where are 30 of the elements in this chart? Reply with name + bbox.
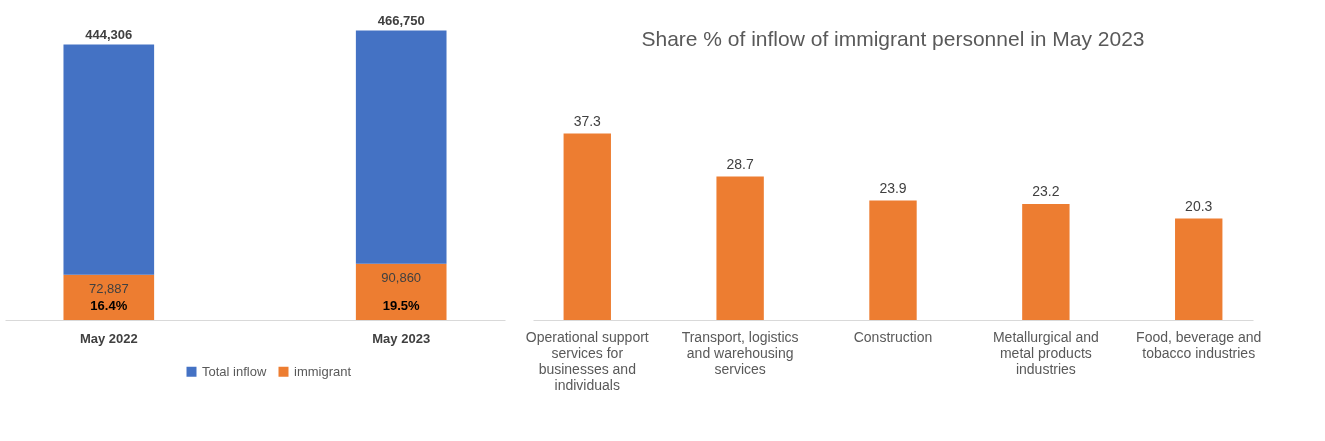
annotation: 19.5% (382, 298, 421, 313)
bar (1175, 218, 1223, 320)
bar (63, 44, 155, 275)
data-label: 23.2 (1032, 183, 1060, 199)
bar (355, 263, 447, 320)
data-label: 90,860 (381, 269, 422, 285)
bar (869, 200, 917, 320)
x-tick-label: May 2023 (372, 330, 431, 346)
x-tick-label: Construction (853, 328, 933, 345)
legend-label: Total inflow (202, 363, 267, 379)
legend-label: immigrant (294, 363, 352, 379)
bar (1022, 204, 1070, 320)
x-tick-label: Metallurgical and metal products industries (992, 328, 1099, 377)
data-label: 23.9 (879, 179, 907, 196)
annotation: 16.4% (90, 298, 128, 313)
x-tick-label: Food, beverage and tobacco industries (1136, 328, 1262, 361)
x-tick-label: Transport, logistics and warehousing services (681, 328, 799, 377)
chart-title: Share % of inflow of immigrant personnel in May 2023 (641, 27, 1145, 50)
total-label: 444,306 (85, 26, 133, 42)
data-label: 72,887 (88, 280, 129, 296)
x-tick-label: May 2022 (79, 330, 138, 346)
bar (63, 274, 155, 320)
data-label: 28.7 (726, 155, 754, 172)
bar (716, 176, 764, 320)
bar (355, 30, 447, 264)
data-label: 20.3 (1185, 197, 1213, 214)
total-label: 466,750 (377, 12, 425, 28)
bar (563, 133, 611, 320)
data-label: 37.3 (573, 112, 602, 129)
x-tick-label: Operational support services for businesses and individuals (525, 328, 649, 393)
